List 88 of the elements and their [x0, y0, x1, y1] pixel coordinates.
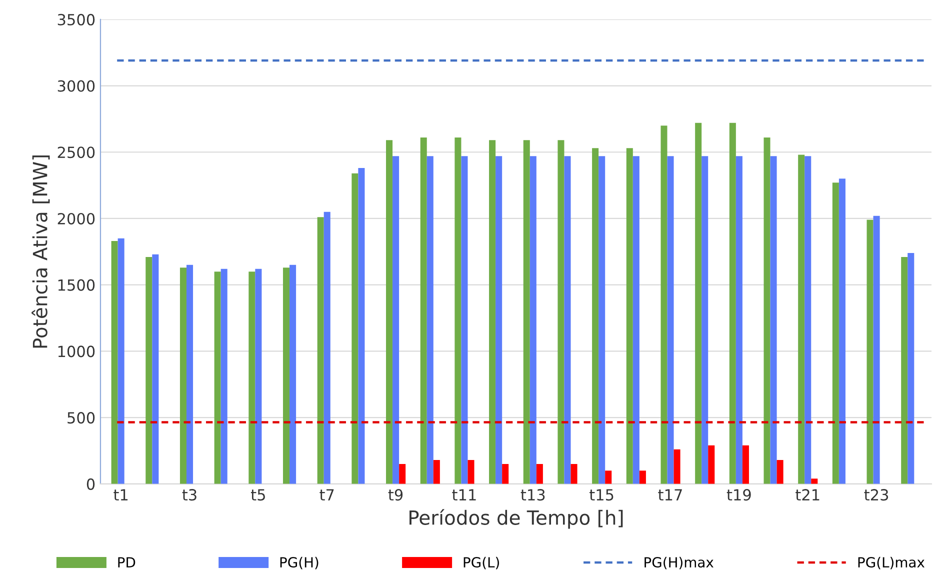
bar	[496, 156, 502, 484]
x-tick-label: t9	[388, 489, 403, 501]
x-tick-label: t17	[658, 489, 682, 500]
bar	[111, 241, 118, 484]
legend-label: PG(H)	[280, 556, 318, 570]
bar	[901, 256, 908, 484]
bar	[454, 138, 462, 484]
bar	[399, 464, 406, 484]
bar	[433, 460, 440, 484]
bar	[392, 156, 400, 484]
x-tick-label: t21	[796, 489, 820, 500]
bar	[674, 449, 680, 484]
bar	[736, 156, 742, 484]
bar	[866, 220, 874, 484]
bar	[468, 460, 474, 484]
bar	[558, 140, 564, 484]
bar	[324, 212, 330, 484]
y-tick-label: 3000	[58, 80, 95, 92]
y-axis-title: Potência Ativa [MW]	[32, 155, 50, 348]
bar	[742, 445, 749, 484]
y-tick-label: 1500	[58, 279, 95, 291]
bar	[667, 156, 674, 484]
bar	[386, 140, 393, 484]
bar	[598, 156, 606, 484]
x-tick-label: t5	[250, 489, 265, 501]
bar	[358, 168, 365, 484]
bar	[180, 268, 186, 484]
bar	[708, 445, 715, 484]
bar	[536, 464, 543, 484]
bar	[426, 156, 434, 484]
legend-label: PG(L)max	[858, 556, 924, 570]
x-tick-label: t7	[320, 489, 334, 500]
bar	[220, 268, 228, 484]
bar	[255, 268, 262, 484]
bar	[317, 217, 324, 484]
bar	[152, 254, 159, 484]
bar	[838, 178, 846, 484]
legend-label: PD	[118, 557, 136, 568]
bar	[461, 156, 468, 484]
bar	[626, 148, 633, 484]
bar	[770, 156, 777, 484]
bar	[570, 464, 578, 484]
x-tick-label: t11	[452, 489, 476, 500]
bar	[290, 264, 296, 484]
bar	[118, 238, 124, 484]
bar	[186, 264, 194, 484]
bar	[776, 460, 784, 484]
bar	[702, 156, 708, 484]
bar	[146, 256, 152, 484]
y-tick-label: 1000	[58, 346, 95, 358]
bar	[695, 122, 702, 484]
x-tick-label: t3	[182, 489, 196, 501]
y-tick-label: 500	[68, 412, 95, 424]
y-tick-label: 3500	[58, 14, 95, 26]
bar	[804, 156, 812, 484]
x-axis-title: Períodos de Tempo [h]	[410, 509, 623, 529]
y-tick-label: 2000	[58, 212, 95, 225]
bar	[798, 154, 805, 484]
bar	[632, 156, 640, 484]
bar	[564, 156, 571, 484]
x-tick-label: t13	[520, 489, 545, 501]
bar	[530, 156, 536, 484]
bar	[729, 122, 736, 484]
bar	[832, 182, 839, 484]
bar	[660, 126, 668, 484]
bar	[908, 252, 914, 484]
bar	[523, 140, 530, 484]
bar	[214, 272, 221, 484]
bar	[811, 478, 818, 484]
bar	[605, 470, 612, 484]
y-tick-label: 2500	[58, 146, 95, 158]
bar	[502, 464, 509, 484]
legend-label: PG(L)	[464, 556, 499, 570]
legend-label: PG(H)max	[644, 556, 714, 570]
x-tick-label: t1	[114, 489, 128, 500]
bar	[592, 148, 599, 484]
bar	[282, 268, 290, 484]
x-tick-label: t15	[590, 489, 614, 501]
y-tick-label: 0	[86, 478, 95, 490]
bar	[352, 173, 358, 484]
bar	[873, 216, 880, 484]
bar	[489, 140, 496, 484]
x-tick-label: t19	[726, 489, 751, 501]
bar	[248, 272, 256, 484]
bar	[639, 470, 646, 484]
x-tick-label: t23	[864, 489, 888, 501]
bar	[764, 138, 770, 484]
bar	[420, 138, 427, 484]
